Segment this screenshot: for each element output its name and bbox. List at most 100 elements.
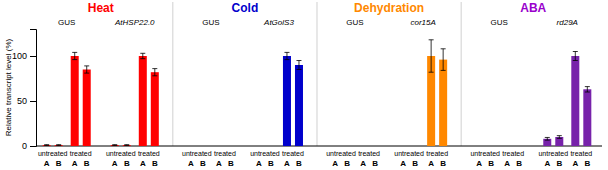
bar-id-label: A bbox=[284, 159, 290, 168]
plot-area: 0 50 100 bbox=[12, 2, 602, 151]
error-bar bbox=[585, 87, 590, 92]
bar-id-label: B bbox=[296, 159, 302, 168]
y-tick: 50 bbox=[17, 96, 36, 106]
bar-id-label: B bbox=[556, 159, 562, 168]
bar-id-label: B bbox=[412, 159, 418, 168]
error-bar bbox=[545, 137, 550, 140]
gene-label: rd29A bbox=[557, 18, 578, 27]
bar bbox=[475, 146, 483, 147]
gene-labels: GUSAtHSP22.0GUSAtGolS3GUScor15AGUSrd29A bbox=[58, 18, 578, 27]
y-label: Relative transcript level (%) bbox=[4, 38, 13, 136]
condition-label: treated bbox=[70, 150, 92, 157]
bar-id-label: A bbox=[400, 159, 406, 168]
section-label: Dehydration bbox=[354, 1, 424, 15]
bar bbox=[571, 56, 579, 146]
bar-id-label: A bbox=[256, 159, 262, 168]
section-divider bbox=[172, 2, 173, 146]
bar-id-label: B bbox=[124, 159, 130, 168]
y-tick-mark bbox=[30, 146, 36, 147]
bar bbox=[227, 146, 235, 147]
condition-label: treated bbox=[358, 150, 380, 157]
y-tick: 100 bbox=[12, 51, 36, 61]
bar-id-label: B bbox=[516, 159, 522, 168]
condition-label: treated bbox=[138, 150, 160, 157]
bar-id-label: B bbox=[200, 159, 206, 168]
error-bar bbox=[429, 40, 434, 72]
y-axis-line bbox=[30, 30, 37, 147]
error-bar bbox=[296, 61, 301, 70]
y-tick-mark bbox=[30, 101, 36, 102]
error-bar bbox=[152, 69, 157, 76]
bar bbox=[123, 145, 131, 146]
y-tick-label: 50 bbox=[17, 96, 27, 106]
bar-id-label: B bbox=[56, 159, 62, 168]
chart: 050100Relative transcript level (%)HeatC… bbox=[0, 0, 608, 170]
marks bbox=[43, 40, 592, 146]
bar bbox=[151, 72, 159, 146]
bar-id-labels: ABABABABABABABABABABABABABABABAB bbox=[44, 159, 591, 168]
condition-labels: untreatedtreateduntreatedtreateduntreate… bbox=[38, 150, 592, 157]
bar bbox=[55, 145, 63, 146]
condition-label: treated bbox=[426, 150, 448, 157]
bar-id-label: A bbox=[572, 159, 578, 168]
bar bbox=[283, 56, 291, 146]
error-bar bbox=[284, 52, 289, 59]
bar-id-label: A bbox=[544, 159, 550, 168]
error-bar bbox=[56, 144, 61, 146]
condition-label: untreated bbox=[106, 150, 136, 157]
bar-id-label: A bbox=[72, 159, 78, 168]
error-bar bbox=[44, 144, 49, 146]
bar bbox=[295, 65, 303, 146]
condition-label: untreated bbox=[250, 150, 280, 157]
bar bbox=[255, 146, 263, 147]
bar-id-label: A bbox=[216, 159, 222, 168]
bar-id-label: A bbox=[188, 159, 194, 168]
condition-label: untreated bbox=[182, 150, 212, 157]
y-tick: 0 bbox=[22, 141, 36, 151]
gene-label: GUS bbox=[491, 18, 508, 27]
x-baseline bbox=[36, 146, 602, 147]
error-bar bbox=[557, 136, 562, 139]
section-dividers bbox=[173, 2, 461, 146]
section-labels: HeatColdDehydrationABA bbox=[88, 1, 547, 15]
condition-label: treated bbox=[502, 150, 524, 157]
section-label: ABA bbox=[520, 1, 546, 15]
bar bbox=[71, 56, 79, 146]
bar bbox=[267, 146, 275, 147]
error-bar bbox=[140, 53, 145, 58]
bar-id-label: B bbox=[440, 159, 446, 168]
bar-id-label: A bbox=[112, 159, 118, 168]
section-divider bbox=[461, 2, 462, 146]
gene-label: GUS bbox=[58, 18, 75, 27]
bar bbox=[343, 146, 351, 147]
bar bbox=[583, 89, 591, 146]
condition-label: treated bbox=[282, 150, 304, 157]
bar-id-label: A bbox=[504, 159, 510, 168]
condition-label: untreated bbox=[326, 150, 356, 157]
error-bar bbox=[112, 144, 117, 146]
bar-id-label: A bbox=[360, 159, 366, 168]
bar bbox=[199, 146, 207, 147]
error-bar bbox=[441, 49, 446, 71]
gene-label: cor15A bbox=[410, 18, 435, 27]
error-bar bbox=[84, 66, 89, 73]
section-divider bbox=[316, 2, 317, 146]
error-bar bbox=[72, 52, 77, 59]
bar bbox=[399, 146, 407, 147]
condition-label: untreated bbox=[38, 150, 68, 157]
bar-id-label: A bbox=[44, 159, 50, 168]
gene-label: GUS bbox=[346, 18, 363, 27]
bar bbox=[43, 145, 51, 146]
bar-id-label: A bbox=[140, 159, 146, 168]
bar-id-label: B bbox=[84, 159, 90, 168]
bar-id-label: B bbox=[152, 159, 158, 168]
section-label: Cold bbox=[232, 1, 259, 15]
condition-label: treated bbox=[214, 150, 236, 157]
bar-id-label: A bbox=[428, 159, 434, 168]
bar bbox=[487, 146, 495, 147]
y-axis: 0 50 100 bbox=[12, 30, 37, 152]
bar-id-label: A bbox=[476, 159, 482, 168]
y-tick-mark bbox=[30, 56, 36, 57]
condition-label: untreated bbox=[394, 150, 424, 157]
y-tick-label: 0 bbox=[22, 141, 27, 151]
